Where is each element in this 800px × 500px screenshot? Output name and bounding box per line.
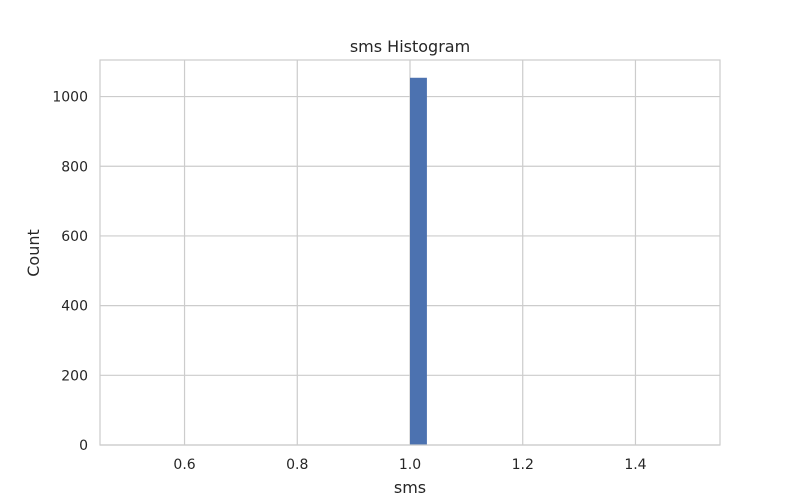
- y-tick-label: 600: [61, 229, 88, 245]
- y-tick-label: 200: [61, 368, 88, 384]
- y-tick-label: 800: [61, 159, 88, 175]
- y-tick-labels: 0 200 400 600 800 1000: [52, 90, 88, 454]
- x-tick-label: 1.4: [624, 457, 646, 473]
- x-tick-label: 1.2: [512, 457, 534, 473]
- y-tick-label: 1000: [52, 90, 88, 106]
- x-tick-label: 0.6: [173, 457, 195, 473]
- x-axis-label: sms: [394, 478, 426, 497]
- x-tick-label: 0.8: [286, 457, 308, 473]
- bars: [410, 77, 427, 446]
- chart-title: sms Histogram: [350, 37, 470, 56]
- x-tick-labels: 0.6 0.8 1.0 1.2 1.4: [173, 457, 646, 473]
- histogram-bar: [410, 77, 427, 446]
- y-tick-label: 400: [61, 299, 88, 315]
- plot-frame: [99, 59, 721, 446]
- y-axis-label: Count: [24, 229, 43, 277]
- y-tick-label: 0: [79, 438, 88, 454]
- x-tick-label: 1.0: [399, 457, 421, 473]
